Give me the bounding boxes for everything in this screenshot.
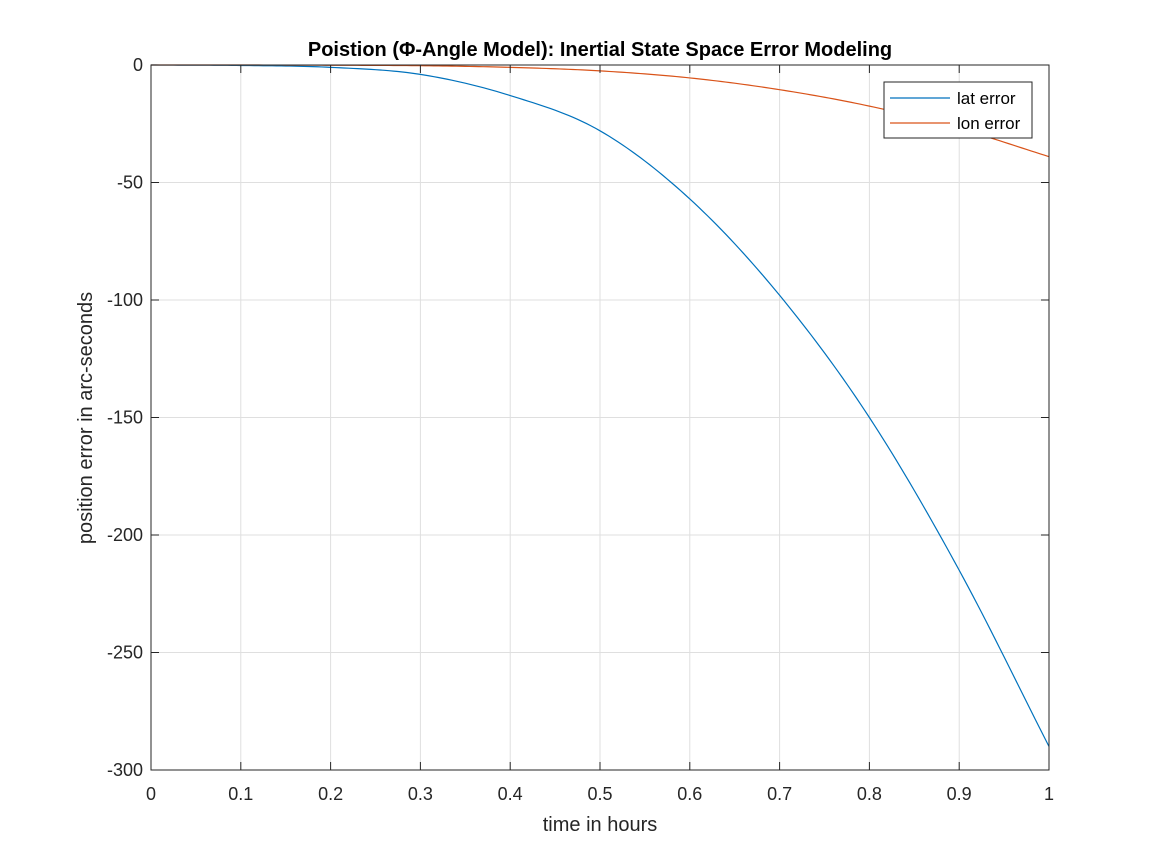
grid-layer [151,65,1049,770]
series-line-lat-error [150,64,1050,747]
x-tick-label: 0.6 [677,784,702,804]
tick-layer: 0 0.1 0.2 0.3 0.4 0.5 0.6 0.7 0.8 0.9 1 0 -50 -100 -15… [107,55,1054,804]
legend: lat error lon error [883,81,1033,139]
legend-label-lat-error: lat error [957,89,1016,108]
x-tick-label: 0 [146,784,156,804]
y-tick-label: -200 [107,525,143,545]
x-tick-label: 1 [1044,784,1054,804]
y-tick-label: 0 [133,55,143,75]
legend-label-lon-error: lon error [957,114,1021,133]
chart-title: Poistion (Φ-Angle Model): Inertial State… [308,39,892,61]
y-tick-label: -250 [107,643,143,663]
x-tick-label: 0.4 [498,784,523,804]
legend-box [883,81,1033,139]
x-tick-label: 0.2 [318,784,343,804]
y-tick-label: -100 [107,290,143,310]
x-tick-label: 0.9 [947,784,972,804]
x-tick-label: 0.5 [587,784,612,804]
x-tick-label: 0.8 [857,784,882,804]
y-axis-label: position error in arc-seconds [75,292,97,544]
y-tick-label: -150 [107,408,143,428]
x-axis-label: time in hours [543,814,658,836]
y-tick-label: -50 [117,173,143,193]
y-tick-label: -300 [107,760,143,780]
x-tick-label: 0.1 [228,784,253,804]
x-tick-label: 0.7 [767,784,792,804]
x-tick-label: 0.3 [408,784,433,804]
